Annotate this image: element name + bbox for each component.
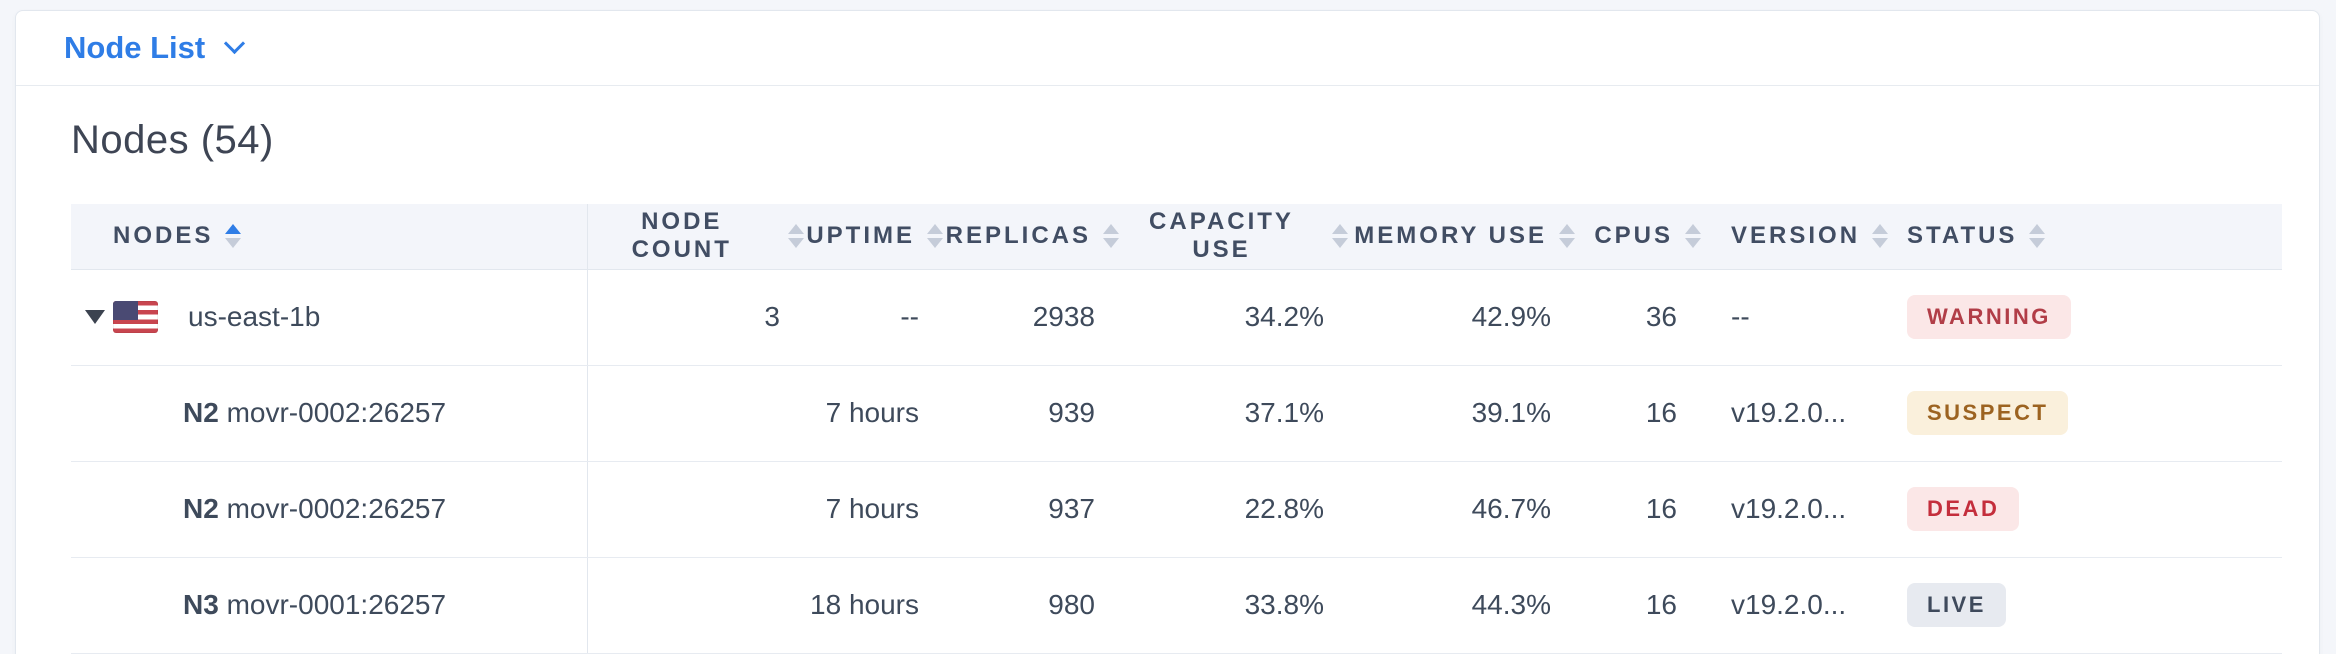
column-header-replicas[interactable]: REPLICAS xyxy=(946,204,1123,270)
cpus-cell: 16 xyxy=(1579,365,1705,462)
node-count-cell xyxy=(587,365,808,462)
replicas-cell: 2938 xyxy=(947,269,1123,366)
node-list-card: Node List Nodes (54) NODES xyxy=(15,10,2320,654)
capacity-use-cell: 22.8% xyxy=(1123,461,1352,558)
node-address: movr-0002:26257 xyxy=(218,397,447,428)
replicas-cell: 980 xyxy=(947,557,1123,654)
column-header-uptime[interactable]: UPTIME xyxy=(806,204,947,270)
cpus-cell: 16 xyxy=(1579,557,1705,654)
sort-icon xyxy=(788,224,804,249)
node-address: movr-0001:26257 xyxy=(218,589,447,620)
uptime-cell: 7 hours xyxy=(808,461,947,558)
status-badge: DEAD xyxy=(1907,487,2020,531)
node-id: N3 xyxy=(183,589,219,620)
node-id: N2 xyxy=(183,397,219,428)
sort-icon xyxy=(1685,224,1701,249)
status-cell: LIVE xyxy=(1881,557,2282,654)
sort-icon xyxy=(2029,224,2046,249)
status-cell: SUSPECT xyxy=(1881,365,2282,462)
version-cell: v19.2.0... xyxy=(1705,557,1881,654)
column-header-nodes[interactable]: NODES xyxy=(71,204,588,270)
region-cell: us-east-1b xyxy=(71,269,588,366)
region-name: us-east-1b xyxy=(188,301,321,332)
node-count-cell: 3 xyxy=(587,269,808,366)
table-header-row: NODES NODE COUNT UPTIME REPLICAS CAPACIT xyxy=(71,204,2282,270)
node-count-cell xyxy=(587,461,808,558)
capacity-use-cell: 33.8% xyxy=(1123,557,1352,654)
node-address: movr-0002:26257 xyxy=(218,493,447,524)
status-cell: DEAD xyxy=(1881,461,2282,558)
expand-caret-icon[interactable] xyxy=(85,310,105,324)
sort-icon xyxy=(225,224,242,249)
cpus-cell: 16 xyxy=(1579,461,1705,558)
node-name-cell: N2 movr-0002:26257 xyxy=(71,365,588,462)
memory-use-cell: 44.3% xyxy=(1352,557,1579,654)
region-row-us-east-1b[interactable]: us-east-1b 3 -- 2938 34.2% 42.9% 36 -- W… xyxy=(71,269,2282,366)
sort-icon xyxy=(1559,224,1575,249)
content-area: Nodes (54) NODES NODE COUNT xyxy=(16,86,2319,654)
column-header-cpus[interactable]: CPUS xyxy=(1579,204,1705,270)
column-header-node-count[interactable]: NODE COUNT xyxy=(587,204,808,270)
column-header-status[interactable]: STATUS xyxy=(1881,204,2282,270)
node-name-cell: N3 movr-0001:26257 xyxy=(71,557,588,654)
memory-use-cell: 42.9% xyxy=(1352,269,1579,366)
uptime-cell: 7 hours xyxy=(808,365,947,462)
memory-use-cell: 39.1% xyxy=(1352,365,1579,462)
us-flag-icon xyxy=(113,301,158,333)
cpus-cell: 36 xyxy=(1579,269,1705,366)
chevron-down-icon xyxy=(224,32,246,54)
status-cell: WARNING xyxy=(1881,269,2282,366)
node-count-cell xyxy=(587,557,808,654)
column-header-memory-use[interactable]: MEMORY USE xyxy=(1352,204,1579,270)
sort-icon xyxy=(1103,224,1119,249)
version-cell: v19.2.0... xyxy=(1705,461,1881,558)
status-badge: SUSPECT xyxy=(1907,391,2069,435)
uptime-cell: -- xyxy=(808,269,947,366)
node-row[interactable]: N2 movr-0002:26257 7 hours 937 22.8% 46.… xyxy=(71,461,2282,558)
sort-icon xyxy=(1872,224,1889,249)
column-header-version[interactable]: VERSION xyxy=(1705,204,1889,270)
version-cell: v19.2.0... xyxy=(1705,365,1881,462)
node-row[interactable]: N2 movr-0002:26257 7 hours 939 37.1% 39.… xyxy=(71,365,2282,462)
node-name-cell: N2 movr-0002:26257 xyxy=(71,461,588,558)
version-cell: -- xyxy=(1705,269,1881,366)
replicas-cell: 939 xyxy=(947,365,1123,462)
view-switcher-bar: Node List xyxy=(16,11,2319,86)
page-title: Nodes (54) xyxy=(71,118,274,162)
sort-icon xyxy=(1332,224,1348,249)
capacity-use-cell: 37.1% xyxy=(1123,365,1352,462)
node-row[interactable]: N3 movr-0001:26257 18 hours 980 33.8% 44… xyxy=(71,557,2282,654)
status-badge: WARNING xyxy=(1907,295,2071,339)
node-id: N2 xyxy=(183,493,219,524)
column-header-capacity-use[interactable]: CAPACITY USE xyxy=(1123,204,1352,270)
node-list-dropdown[interactable]: Node List xyxy=(64,30,246,66)
uptime-cell: 18 hours xyxy=(808,557,947,654)
capacity-use-cell: 34.2% xyxy=(1123,269,1352,366)
nodes-table: NODES NODE COUNT UPTIME REPLICAS CAPACIT xyxy=(71,204,2282,654)
status-badge: LIVE xyxy=(1907,583,2006,627)
node-list-dropdown-label: Node List xyxy=(64,30,206,65)
replicas-cell: 937 xyxy=(947,461,1123,558)
memory-use-cell: 46.7% xyxy=(1352,461,1579,558)
sort-icon xyxy=(927,224,943,249)
